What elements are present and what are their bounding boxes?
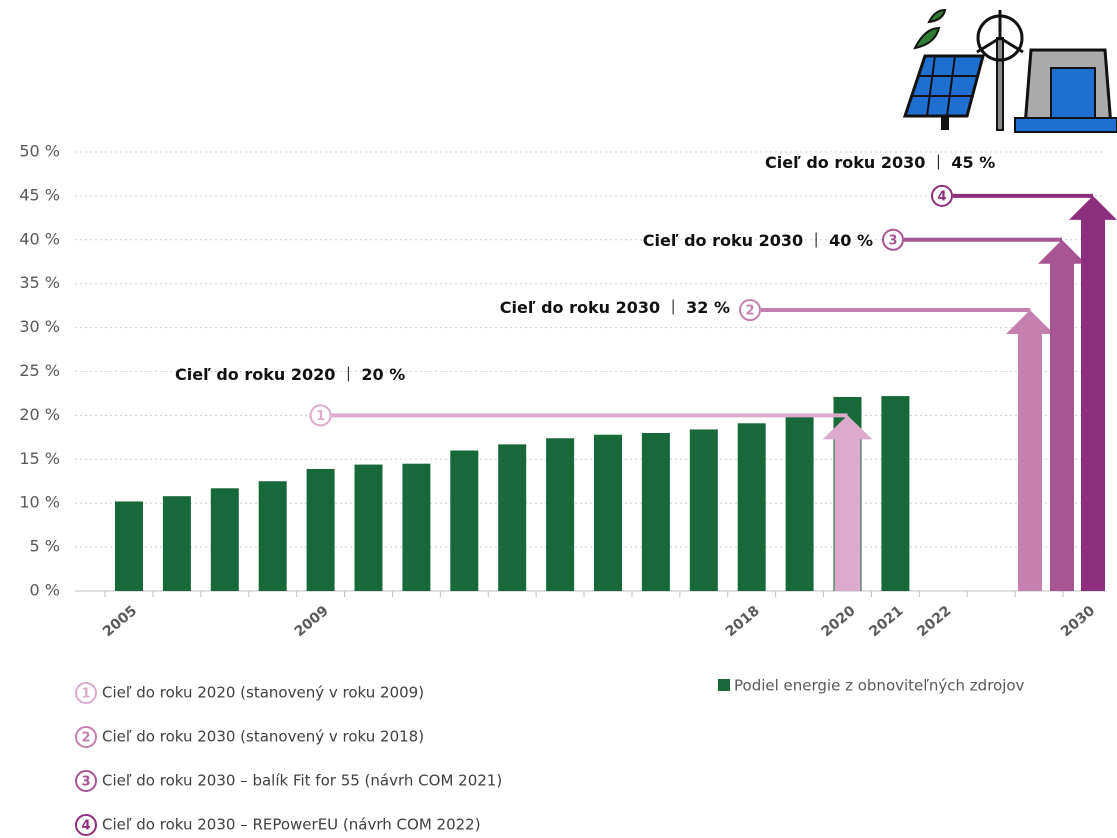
target-label: Cieľ do roku 2020 — [175, 365, 335, 384]
bar — [546, 438, 574, 591]
target-marker-label: 4 — [937, 189, 946, 204]
chart: 0 % 5 % 10 % 15 % 20 % 25 % 30 % 35 % 40 % 45 % 50… — [0, 0, 1117, 838]
y-tick-label: 25 % — [19, 361, 60, 380]
bar — [259, 481, 287, 591]
target-annotation: Cieľ do roku 2030 45 % — [765, 153, 995, 172]
bar — [402, 464, 430, 591]
legend-label: Podiel energie z obnoviteľných zdrojov — [734, 677, 1025, 695]
bar — [642, 433, 670, 591]
target-value-label: 40 % — [829, 231, 873, 250]
bar — [881, 396, 909, 591]
y-tick-label: 0 % — [30, 581, 60, 600]
x-tick-label: 2020 — [819, 603, 859, 640]
x-tick-label: 2018 — [723, 603, 763, 640]
y-tick-label: 5 % — [30, 537, 60, 556]
bar — [450, 451, 478, 591]
target-marker-label: 3 — [888, 233, 897, 248]
bar — [211, 488, 239, 591]
y-tick-label: 30 % — [19, 317, 60, 336]
bar — [307, 469, 335, 591]
target-marker-label: 2 — [745, 304, 754, 319]
legend-swatch — [718, 679, 730, 691]
y-tick-label: 35 % — [19, 273, 60, 292]
target-annotation: Cieľ do roku 2030 32 % — [500, 298, 730, 317]
target-annotation: Cieľ do roku 2030 40 % — [643, 231, 873, 250]
x-tick-label: 2030 — [1058, 603, 1098, 640]
legend-description: Cieľ do roku 2020 (stanovený v roku 2009… — [102, 684, 424, 702]
x-tick-label: 2021 — [866, 603, 906, 640]
x-tick-label: 2005 — [100, 603, 140, 640]
bar — [594, 435, 622, 591]
target-marker-label: 1 — [316, 409, 325, 424]
legend-description: Cieľ do roku 2030 (stanovený v roku 2018… — [102, 728, 424, 746]
target-label: Cieľ do roku 2030 — [500, 298, 660, 317]
target-value-label: 32 % — [686, 298, 730, 317]
bar — [115, 501, 143, 591]
target-label: Cieľ do roku 2030 — [765, 153, 925, 172]
target-arrow — [1006, 310, 1054, 591]
y-tick-label: 10 % — [19, 493, 60, 512]
legend-description: Cieľ do roku 2030 – balík Fit for 55 (ná… — [102, 772, 502, 790]
x-tick-label: 2009 — [292, 603, 332, 640]
legend-marker-label: 1 — [81, 687, 90, 702]
bar — [498, 444, 526, 591]
target-annotation: Cieľ do roku 2020 20 % — [175, 365, 405, 384]
bar — [738, 423, 766, 591]
bar — [355, 465, 383, 591]
x-tick-label: 2022 — [914, 603, 954, 640]
bar — [690, 429, 718, 591]
y-tick-label: 40 % — [19, 229, 60, 248]
y-tick-label: 45 % — [19, 185, 60, 204]
legend-description: Cieľ do roku 2030 – REPowerEU (návrh COM… — [102, 816, 481, 834]
legend-marker-label: 3 — [81, 775, 90, 790]
y-tick-label: 15 % — [19, 449, 60, 468]
page: 0 % 5 % 10 % 15 % 20 % 25 % 30 % 35 % 40 % 45 % 50… — [0, 0, 1117, 838]
legend-marker-label: 2 — [81, 731, 90, 746]
y-tick-label: 50 % — [19, 142, 60, 161]
energy-icon — [905, 10, 1117, 138]
y-tick-label: 20 % — [19, 405, 60, 424]
legend-marker-label: 4 — [81, 819, 90, 834]
target-label: Cieľ do roku 2030 — [643, 231, 803, 250]
bar — [786, 416, 814, 591]
target-value-label: 20 % — [361, 365, 405, 384]
bar — [163, 496, 191, 591]
target-value-label: 45 % — [951, 153, 995, 172]
